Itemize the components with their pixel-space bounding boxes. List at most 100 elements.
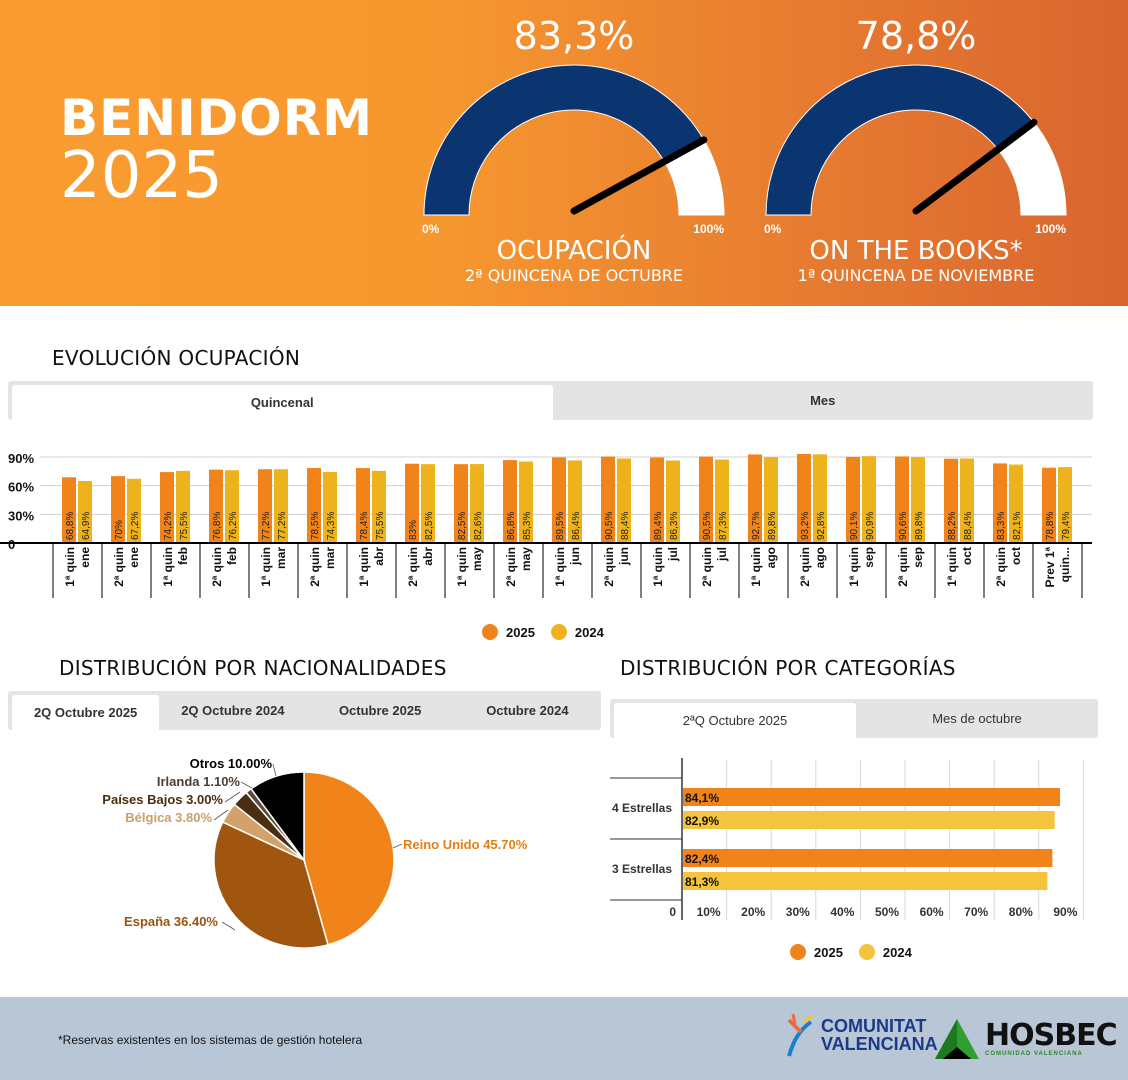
svg-text:60%: 60% (920, 905, 944, 919)
svg-text:82,1%: 82,1% (1012, 512, 1023, 540)
svg-text:4 Estrellas: 4 Estrellas (612, 801, 672, 815)
svg-text:77,2%: 77,2% (277, 512, 288, 540)
svg-text:89,8%: 89,8% (767, 512, 778, 540)
svg-text:74,2%: 74,2% (163, 512, 174, 540)
tab-2q-octubre-2025[interactable]: 2ªQ Octubre 2025 (614, 703, 856, 738)
svg-text:88,4%: 88,4% (963, 512, 974, 540)
nacionalidades-tabs: 2Q Octubre 2025 2Q Octubre 2024 Octubre … (8, 691, 601, 730)
gauge-max-label: 100% (1035, 222, 1066, 236)
svg-text:España 36.40%: España 36.40% (124, 914, 218, 929)
footer: *Reservas existentes en los sistemas de … (0, 997, 1128, 1080)
tab-octubre-2025[interactable]: Octubre 2025 (338, 703, 422, 718)
gauge-ocupacion: 83,3% 0% 100% OCUPACIÓN 2ª QUINCENA DE O… (414, 0, 734, 300)
svg-text:82,5%: 82,5% (424, 512, 435, 540)
tab-2q-octubre-2025[interactable]: 2Q Octubre 2025 (12, 695, 160, 730)
svg-text:mar: mar (274, 547, 288, 569)
svg-text:0: 0 (669, 905, 676, 919)
svg-text:2ª quin: 2ª quin (112, 547, 126, 587)
svg-text:1ª quin: 1ª quin (455, 547, 469, 587)
svg-text:40%: 40% (830, 905, 854, 919)
svg-text:Irlanda 1.10%: Irlanda 1.10% (157, 774, 241, 789)
svg-text:86,8%: 86,8% (506, 512, 517, 540)
svg-text:82,4%: 82,4% (685, 852, 719, 866)
svg-text:83,3%: 83,3% (996, 512, 1007, 540)
svg-text:1ª quin: 1ª quin (63, 547, 77, 587)
svg-text:92,7%: 92,7% (751, 512, 762, 540)
svg-text:Reino Unido 45.70%: Reino Unido 45.70% (403, 837, 528, 852)
tab-octubre-2024[interactable]: Octubre 2024 (486, 703, 569, 718)
gauge-value: 78,8% (855, 14, 977, 58)
svg-text:79,4%: 79,4% (1061, 512, 1072, 540)
gauge-subtitle: 1ª QUINCENA DE NOVIEMBRE (797, 266, 1035, 285)
svg-text:2ª quin: 2ª quin (700, 547, 714, 587)
svg-text:89,5%: 89,5% (555, 512, 566, 540)
svg-text:84,1%: 84,1% (685, 791, 719, 805)
svg-text:1ª quin: 1ª quin (357, 547, 371, 587)
svg-text:abr: abr (372, 547, 386, 566)
gauge-dial-icon (765, 64, 1067, 216)
svg-text:67,2%: 67,2% (130, 512, 141, 540)
svg-text:3 Estrellas: 3 Estrellas (612, 862, 672, 876)
svg-text:82,9%: 82,9% (685, 814, 719, 828)
svg-text:2ª quin: 2ª quin (210, 547, 224, 587)
svg-text:78,5%: 78,5% (310, 512, 321, 540)
svg-text:88,4%: 88,4% (620, 512, 631, 540)
evolucion-legend: 2025 2024 (482, 624, 604, 640)
svg-text:90,5%: 90,5% (604, 512, 615, 540)
year: 2025 (60, 139, 223, 213)
legend-label-2025: 2025 (814, 944, 843, 960)
svg-text:jul: jul (715, 547, 729, 562)
legend-dot-2024-icon (550, 624, 567, 640)
svg-text:76,8%: 76,8% (212, 512, 223, 540)
legend-dot-2025-icon (790, 944, 806, 960)
svg-text:1ª quin: 1ª quin (553, 547, 567, 587)
svg-text:1ª quin: 1ª quin (847, 547, 861, 587)
gauge-value: 83,3% (513, 14, 635, 58)
legend-dot-2025-icon (482, 624, 498, 640)
svg-text:1ª quin: 1ª quin (651, 547, 665, 587)
svg-text:76,2%: 76,2% (228, 512, 239, 540)
gauge-title: OCUPACIÓN (496, 236, 652, 266)
svg-text:82,6%: 82,6% (473, 512, 484, 540)
tab-mes[interactable]: Mes (810, 393, 836, 408)
svg-text:feb: feb (225, 547, 239, 565)
footnote: *Reservas existentes en los sistemas de … (58, 1033, 363, 1047)
comunitat-valenciana-logo-icon (787, 1013, 814, 1057)
svg-text:ago: ago (764, 547, 778, 568)
logo-hosbec: HOSBEC COMUNIDAD VALENCIANA (935, 1019, 1118, 1059)
tab-mes-de-octubre[interactable]: Mes de octubre (932, 711, 1022, 726)
tab-quincenal[interactable]: Quincenal (12, 385, 553, 420)
legend-label-2024: 2024 (574, 624, 604, 640)
svg-text:2ª quin: 2ª quin (406, 547, 420, 587)
svg-text:may: may (519, 547, 533, 571)
svg-text:87,3%: 87,3% (718, 512, 729, 540)
svg-text:2ª quin: 2ª quin (798, 547, 812, 587)
svg-text:may: may (470, 547, 484, 571)
svg-text:ene: ene (78, 547, 92, 568)
svg-text:50%: 50% (875, 905, 899, 919)
svg-text:20%: 20% (741, 905, 765, 919)
evolucion-tabs: Quincenal Mes (8, 381, 1093, 420)
gauge-min-label: 0% (422, 222, 440, 236)
svg-text:86,3%: 86,3% (669, 512, 680, 540)
legend-label-2025: 2025 (506, 624, 535, 640)
evolucion-title: EVOLUCIÓN OCUPACIÓN (52, 346, 301, 370)
svg-text:2ª quin: 2ª quin (308, 547, 322, 587)
svg-text:90,9%: 90,9% (865, 512, 876, 540)
tab-2q-octubre-2024[interactable]: 2Q Octubre 2024 (181, 703, 285, 718)
logo-hosbec-sub: COMUNIDAD VALENCIANA (985, 1051, 1083, 1057)
logo-comunitat-valenciana: COMUNITAT VALENCIANA (785, 1012, 938, 1058)
svg-text:quin...: quin... (1058, 547, 1072, 582)
svg-text:30%: 30% (786, 905, 810, 919)
gauge-subtitle: 2ª QUINCENA DE OCTUBRE (464, 266, 684, 285)
categorias-tabs: 2ªQ Octubre 2025 Mes de octubre (610, 699, 1098, 738)
gauge-min-label: 0% (764, 222, 782, 236)
svg-text:1ª quin: 1ª quin (945, 547, 959, 587)
svg-text:70%: 70% (964, 905, 988, 919)
nacionalidades-pie-chart: Reino Unido 45.70% España 36.40% Bélgica 3… (102, 756, 528, 949)
svg-text:2ª quin: 2ª quin (504, 547, 518, 587)
svg-text:75,5%: 75,5% (179, 512, 190, 540)
svg-text:90,6%: 90,6% (898, 512, 909, 540)
svg-text:82,5%: 82,5% (457, 512, 468, 540)
